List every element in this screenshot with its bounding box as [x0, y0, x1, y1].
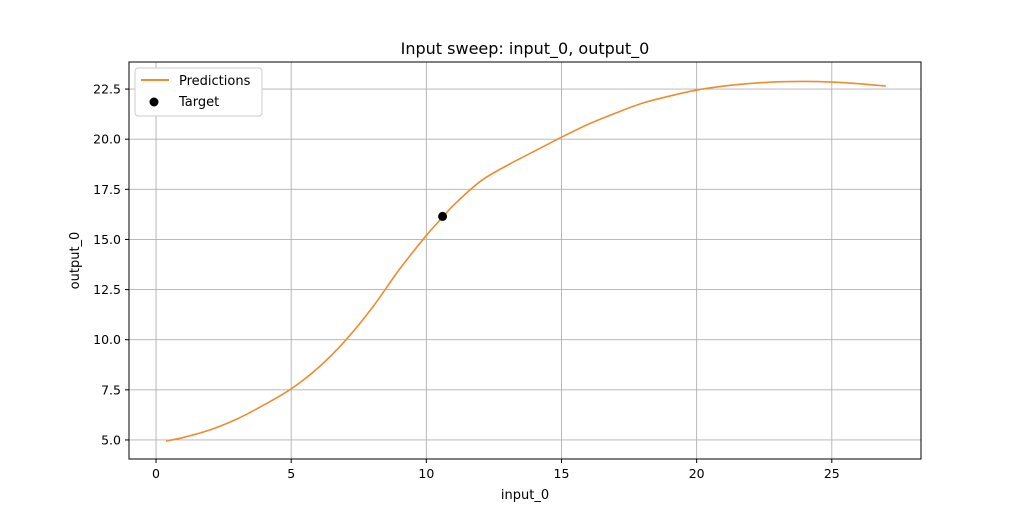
x-tick-label: 0 [152, 466, 160, 481]
x-tick-label: 5 [287, 466, 295, 481]
tick-layer: 0 5 10 15 20 25 5.0 7.5 10.0 12.5 15.0 17.5 20.0 22.5 [93, 82, 840, 481]
y-tick-label: 12.5 [93, 282, 121, 297]
chart-title: Input sweep: input_0, output_0 [401, 39, 650, 59]
legend-predictions-label: Predictions [179, 74, 251, 89]
x-tick-label: 10 [418, 466, 434, 481]
series-line-predictions [165, 80, 886, 442]
legend-target-label: Target [178, 95, 219, 110]
legend-target-marker-swatch [149, 97, 159, 107]
series-layer [165, 80, 886, 442]
y-tick-label: 17.5 [93, 182, 121, 197]
y-axis-label: output_0 [68, 232, 83, 290]
y-tick-label: 20.0 [93, 132, 121, 147]
x-axis-label: input_0 [501, 488, 549, 503]
x-tick-label: 20 [689, 466, 705, 481]
target-point [438, 211, 448, 221]
y-tick-label: 5.0 [101, 432, 121, 447]
y-tick-label: 10.0 [93, 332, 121, 347]
y-tick-label: 15.0 [93, 232, 121, 247]
x-tick-label: 25 [824, 466, 840, 481]
legend: Predictions Target [134, 67, 263, 117]
grid-layer [129, 62, 921, 459]
y-tick-label: 7.5 [101, 382, 121, 397]
x-tick-label: 15 [554, 466, 570, 481]
y-tick-label: 22.5 [93, 82, 121, 97]
plot-frame [128, 61, 922, 460]
